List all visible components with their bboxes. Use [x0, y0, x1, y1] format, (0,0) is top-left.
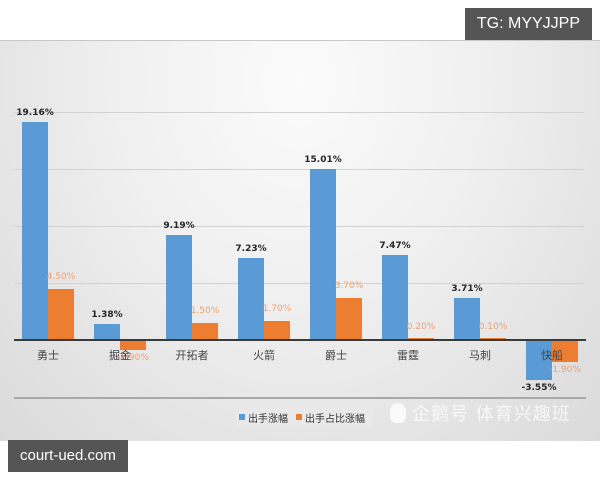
bar-1	[238, 257, 264, 340]
bar-2	[48, 288, 74, 340]
plot-bottom-border	[14, 397, 586, 399]
data-label: 19.16%	[16, 107, 54, 118]
category-label: 掘金	[109, 349, 131, 362]
bar-1	[166, 235, 192, 340]
gridline	[14, 169, 584, 170]
watermark: 企鹅号 体育兴趣班	[390, 400, 571, 426]
data-label: 3.71%	[451, 283, 483, 294]
legend-swatch-orange	[296, 414, 302, 420]
category-label: 雷霆	[397, 349, 419, 362]
bar-2	[264, 320, 290, 340]
bar-1	[310, 168, 336, 340]
gridline	[14, 226, 584, 227]
data-label: 9.19%	[163, 221, 195, 232]
tg-badge: TG: MYYJJPP	[464, 8, 592, 40]
category-label: 马刺	[469, 349, 491, 362]
data-label: 0.20%	[406, 322, 436, 332]
data-label: 7.47%	[379, 240, 411, 251]
category-label: 爵士	[325, 349, 347, 362]
bar-1	[526, 340, 552, 381]
bar-1	[382, 254, 408, 340]
site-badge: court-ued.com	[8, 440, 128, 472]
gridline	[14, 283, 584, 284]
data-label: 15.01%	[304, 154, 342, 165]
chart-legend: 出手涨幅 出手占比涨幅	[235, 408, 373, 426]
data-label: 1.70%	[262, 303, 292, 314]
gridline	[14, 112, 584, 113]
x-axis-baseline	[14, 339, 586, 341]
chart-frame	[0, 40, 600, 441]
bar-2	[192, 322, 218, 340]
watermark-text: 企鹅号 体育兴趣班	[412, 404, 571, 425]
data-label: 1.50%	[190, 305, 220, 316]
legend-swatch-blue	[239, 414, 245, 420]
bar-2	[120, 340, 146, 351]
data-label: 0.10%	[478, 322, 508, 332]
bar-1	[94, 324, 120, 340]
bar-2	[552, 340, 578, 362]
data-label: 1.38%	[91, 310, 123, 321]
category-label: 火箭	[253, 349, 275, 362]
bar-1	[454, 297, 480, 340]
category-label: 勇士	[37, 349, 59, 362]
category-label: 开拓者	[175, 349, 209, 362]
penguin-icon	[390, 403, 406, 423]
legend-label: 出手占比涨幅	[305, 413, 365, 425]
bar-2	[408, 337, 434, 340]
data-label: 4.50%	[46, 271, 76, 282]
data-label: 3.70%	[334, 280, 364, 291]
data-label: -3.55%	[521, 383, 557, 394]
legend-label: 出手涨幅	[248, 413, 288, 425]
data-label: -1.90%	[549, 364, 581, 375]
legend-item-series2: 出手占比涨幅	[296, 410, 365, 425]
category-label: 快船	[541, 349, 563, 362]
data-label: 7.23%	[235, 243, 267, 254]
bar-1	[22, 121, 48, 340]
legend-item-series1: 出手涨幅	[239, 410, 288, 425]
bar-2	[336, 297, 362, 340]
data-label: -0.90%	[117, 353, 149, 364]
